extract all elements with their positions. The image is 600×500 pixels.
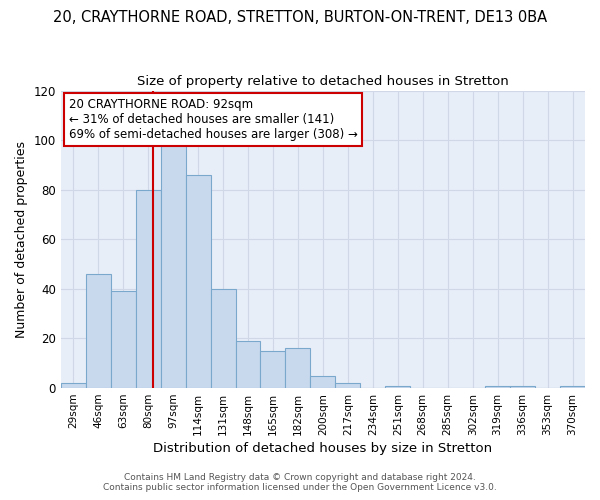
Bar — [485, 386, 510, 388]
Bar — [61, 383, 86, 388]
Bar — [310, 376, 335, 388]
Title: Size of property relative to detached houses in Stretton: Size of property relative to detached ho… — [137, 75, 509, 88]
Bar — [86, 274, 111, 388]
Bar — [560, 386, 585, 388]
Bar — [161, 140, 185, 388]
X-axis label: Distribution of detached houses by size in Stretton: Distribution of detached houses by size … — [154, 442, 493, 455]
Bar — [510, 386, 535, 388]
Bar — [211, 289, 236, 388]
Bar — [385, 386, 410, 388]
Bar — [286, 348, 310, 388]
Bar — [260, 351, 286, 388]
Text: 20, CRAYTHORNE ROAD, STRETTON, BURTON-ON-TRENT, DE13 0BA: 20, CRAYTHORNE ROAD, STRETTON, BURTON-ON… — [53, 10, 547, 25]
Bar — [185, 175, 211, 388]
Y-axis label: Number of detached properties: Number of detached properties — [15, 141, 28, 338]
Bar — [236, 341, 260, 388]
Bar — [335, 383, 361, 388]
Text: 20 CRAYTHORNE ROAD: 92sqm
← 31% of detached houses are smaller (141)
69% of semi: 20 CRAYTHORNE ROAD: 92sqm ← 31% of detac… — [68, 98, 358, 141]
Bar — [136, 190, 161, 388]
Text: Contains HM Land Registry data © Crown copyright and database right 2024.
Contai: Contains HM Land Registry data © Crown c… — [103, 473, 497, 492]
Bar — [111, 292, 136, 388]
